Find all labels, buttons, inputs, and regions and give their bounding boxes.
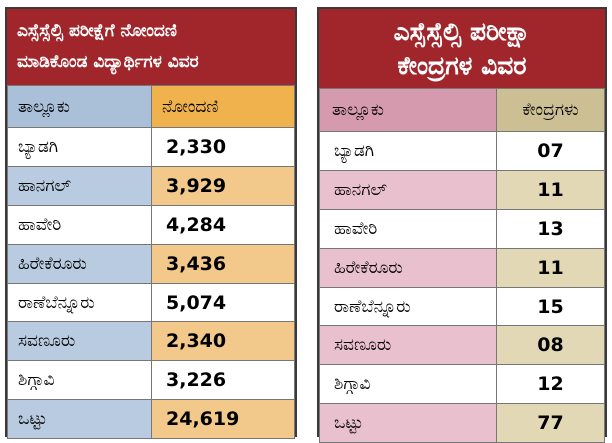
centres-cell: 08 <box>496 325 605 366</box>
centres-cell: 15 <box>496 286 605 327</box>
table-row: ರಾಣೆಬೆನ್ನೂರು 5,074 <box>7 282 295 323</box>
table-row: ಹಿರೇಕೆರೂರು 11 <box>319 247 605 288</box>
registration-cell: 2,340 <box>151 321 295 362</box>
table-row: ಸವಣೂರು 08 <box>319 325 605 366</box>
table-row: ಹಿರೇಕೆರೂರು 3,436 <box>7 243 295 284</box>
table-row: ಹಾನಗಲ್ 3,929 <box>7 165 295 206</box>
total-label: ಒಟ್ಟು <box>7 399 152 440</box>
centres-cell: 12 <box>496 364 605 405</box>
taluk-cell: ಶಿಗ್ಗಾವಿ <box>7 360 152 401</box>
header-taluk: ತಾಲ್ಲೂಕು <box>319 88 497 132</box>
header-registration: ನೋಂದಣಿ <box>151 85 295 128</box>
taluk-cell: ಬ್ಯಾಡಗಿ <box>7 127 152 167</box>
total-label: ಒಟ್ಟು <box>319 403 497 443</box>
header-taluk: ತಾಲ್ಲೂಕು <box>7 85 152 128</box>
total-registration: 24,619 <box>151 399 295 440</box>
registration-title: ಎಸ್ಸೆಸ್ಸೆಲ್ಸಿ ಪರೀಕ್ಷೆಗೆ ನೋಂದಣಿ ಮಾಡಿಕೊಂಡ … <box>7 9 295 85</box>
centres-table: ತಾಲ್ಲೂಕು ಕೇಂದ್ರಗಳು ಬ್ಯಾಡಗಿ 07 ಹಾನಗಲ್ 11 … <box>319 88 605 443</box>
registration-cell: 3,436 <box>151 243 295 284</box>
centres-title: ಎಸ್ಸೆಸ್ಸೆಲ್ಸಿ ಪರೀಕ್ಷಾ ಕೇಂದ್ರಗಳ ವಿವರ <box>319 9 605 88</box>
table-row: ಶಿಗ್ಗಾವಿ 12 <box>319 364 605 405</box>
centres-panel: ಎಸ್ಸೆಸ್ಸೆಲ್ಸಿ ಪರೀಕ್ಷಾ ಕೇಂದ್ರಗಳ ವಿವರ ತಾಲ್… <box>317 7 607 443</box>
table-row: ಹಾವೇರಿ 13 <box>319 208 605 249</box>
total-row: ಒಟ್ಟು 24,619 <box>7 399 295 440</box>
centres-cell: 07 <box>496 131 605 171</box>
taluk-cell: ಸವಣೂರು <box>7 321 152 362</box>
taluk-cell: ಹಿರೇಕೆರೂರು <box>7 243 152 284</box>
table-row: ಬ್ಯಾಡಗಿ 2,330 <box>7 127 295 167</box>
centres-cell: 13 <box>496 208 605 249</box>
registration-cell: 3,226 <box>151 360 295 401</box>
registration-panel: ಎಸ್ಸೆಸ್ಸೆಲ್ಸಿ ಪರೀಕ್ಷೆಗೆ ನೋಂದಣಿ ಮಾಡಿಕೊಂಡ … <box>5 7 297 440</box>
table-row: ಹಾವೇರಿ 4,284 <box>7 204 295 245</box>
taluk-cell: ಹಿರೇಕೆರೂರು <box>319 247 497 288</box>
taluk-cell: ಹಾನಗಲ್ <box>7 165 152 206</box>
registration-table: ತಾಲ್ಲೂಕು ನೋಂದಣಿ ಬ್ಯಾಡಗಿ 2,330 ಹಾನಗಲ್ 3,9… <box>7 85 295 440</box>
taluk-cell: ಶಿಗ್ಗಾವಿ <box>319 364 497 405</box>
centres-cell: 11 <box>496 169 605 210</box>
registration-title-line2: ಮಾಡಿಕೊಂಡ ವಿದ್ಯಾರ್ಥಿಗಳ ವಿವರ <box>17 52 199 72</box>
registration-title-line1: ಎಸ್ಸೆಸ್ಸೆಲ್ಸಿ ಪರೀಕ್ಷೆಗೆ ನೋಂದಣಿ <box>17 21 177 41</box>
table-header-row: ತಾಲ್ಲೂಕು ಕೇಂದ್ರಗಳು <box>319 88 605 132</box>
header-centres: ಕೇಂದ್ರಗಳು <box>496 88 605 132</box>
registration-cell: 5,074 <box>151 282 295 323</box>
total-centres: 77 <box>496 403 605 443</box>
centres-title-line2: ಕೇಂದ್ರಗಳ ವಿವರ <box>397 50 527 80</box>
table-header-row: ತಾಲ್ಲೂಕು ನೋಂದಣಿ <box>7 85 295 128</box>
table-row: ಹಾನಗಲ್ 11 <box>319 169 605 210</box>
registration-cell: 2,330 <box>151 127 295 167</box>
taluk-cell: ಬ್ಯಾಡಗಿ <box>319 131 497 171</box>
taluk-cell: ಹಾವೇರಿ <box>319 208 497 249</box>
table-row: ಬ್ಯಾಡಗಿ 07 <box>319 131 605 171</box>
table-row: ಸವಣೂರು 2,340 <box>7 321 295 362</box>
taluk-cell: ಹಾವೇರಿ <box>7 204 152 245</box>
table-row: ರಾಣೆಬೆನ್ನೂರು 15 <box>319 286 605 327</box>
taluk-cell: ರಾಣೆಬೆನ್ನೂರು <box>319 286 497 327</box>
table-row: ಶಿಗ್ಗಾವಿ 3,226 <box>7 360 295 401</box>
taluk-cell: ಸವಣೂರು <box>319 325 497 366</box>
taluk-cell: ಹಾನಗಲ್ <box>319 169 497 210</box>
registration-cell: 3,929 <box>151 165 295 206</box>
centres-title-line1: ಎಸ್ಸೆಸ್ಸೆಲ್ಸಿ ಪರೀಕ್ಷಾ <box>393 16 531 46</box>
taluk-cell: ರಾಣೆಬೆನ್ನೂರು <box>7 282 152 323</box>
centres-cell: 11 <box>496 247 605 288</box>
total-row: ಒಟ್ಟು 77 <box>319 403 605 443</box>
registration-cell: 4,284 <box>151 204 295 245</box>
